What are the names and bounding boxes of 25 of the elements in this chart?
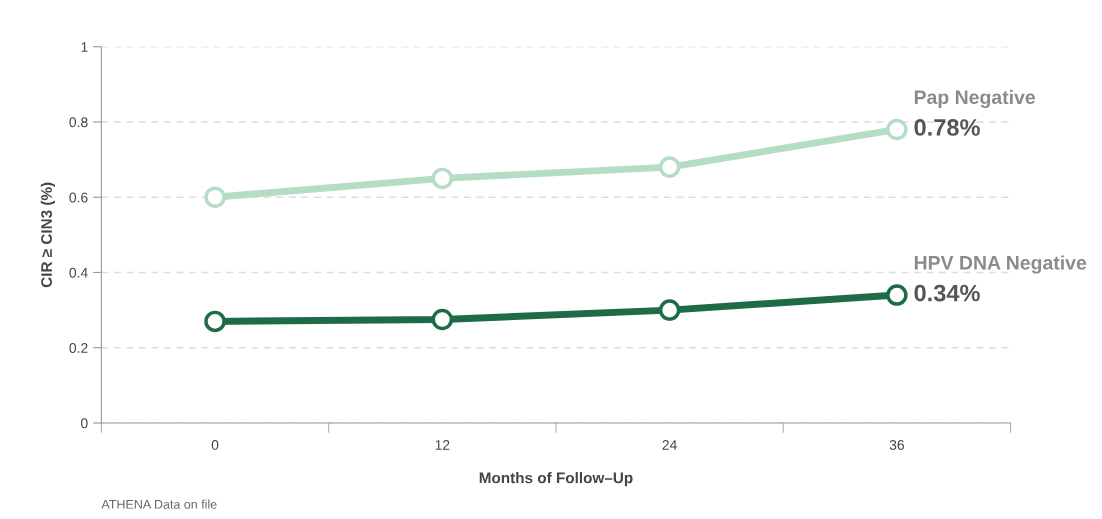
x-axis-title: Months of Follow–Up bbox=[479, 472, 633, 487]
x-tick-label: 36 bbox=[889, 440, 904, 450]
point bbox=[204, 310, 226, 333]
point bbox=[658, 299, 681, 321]
y-tick-label: 1 bbox=[81, 42, 88, 52]
series-label: Pap Negative bbox=[914, 89, 1036, 109]
text: ATHENA Data on file bbox=[101, 499, 217, 509]
point bbox=[658, 156, 681, 178]
data-label: 0.34% bbox=[914, 284, 980, 302]
point bbox=[886, 284, 908, 306]
y-tick-label: 0.6 bbox=[69, 192, 88, 203]
point bbox=[886, 118, 908, 141]
point bbox=[431, 167, 454, 190]
x-tick-label: 12 bbox=[435, 440, 450, 450]
x-tick-label: 24 bbox=[662, 440, 677, 450]
data-label: 0.78% bbox=[914, 119, 980, 136]
y-tick-label: 0 bbox=[81, 418, 88, 429]
series-label: HPV DNA Negative bbox=[914, 255, 1087, 274]
y-tick-label: 0.4 bbox=[69, 267, 88, 278]
y-tick-label: 0.2 bbox=[69, 343, 88, 353]
point bbox=[204, 186, 226, 208]
y-axis-title: CIR ≥ CIN3 (%) bbox=[40, 182, 55, 288]
x-tick-label: 0 bbox=[211, 440, 219, 450]
point bbox=[431, 308, 454, 331]
y-tick-label: 0.8 bbox=[69, 117, 88, 128]
